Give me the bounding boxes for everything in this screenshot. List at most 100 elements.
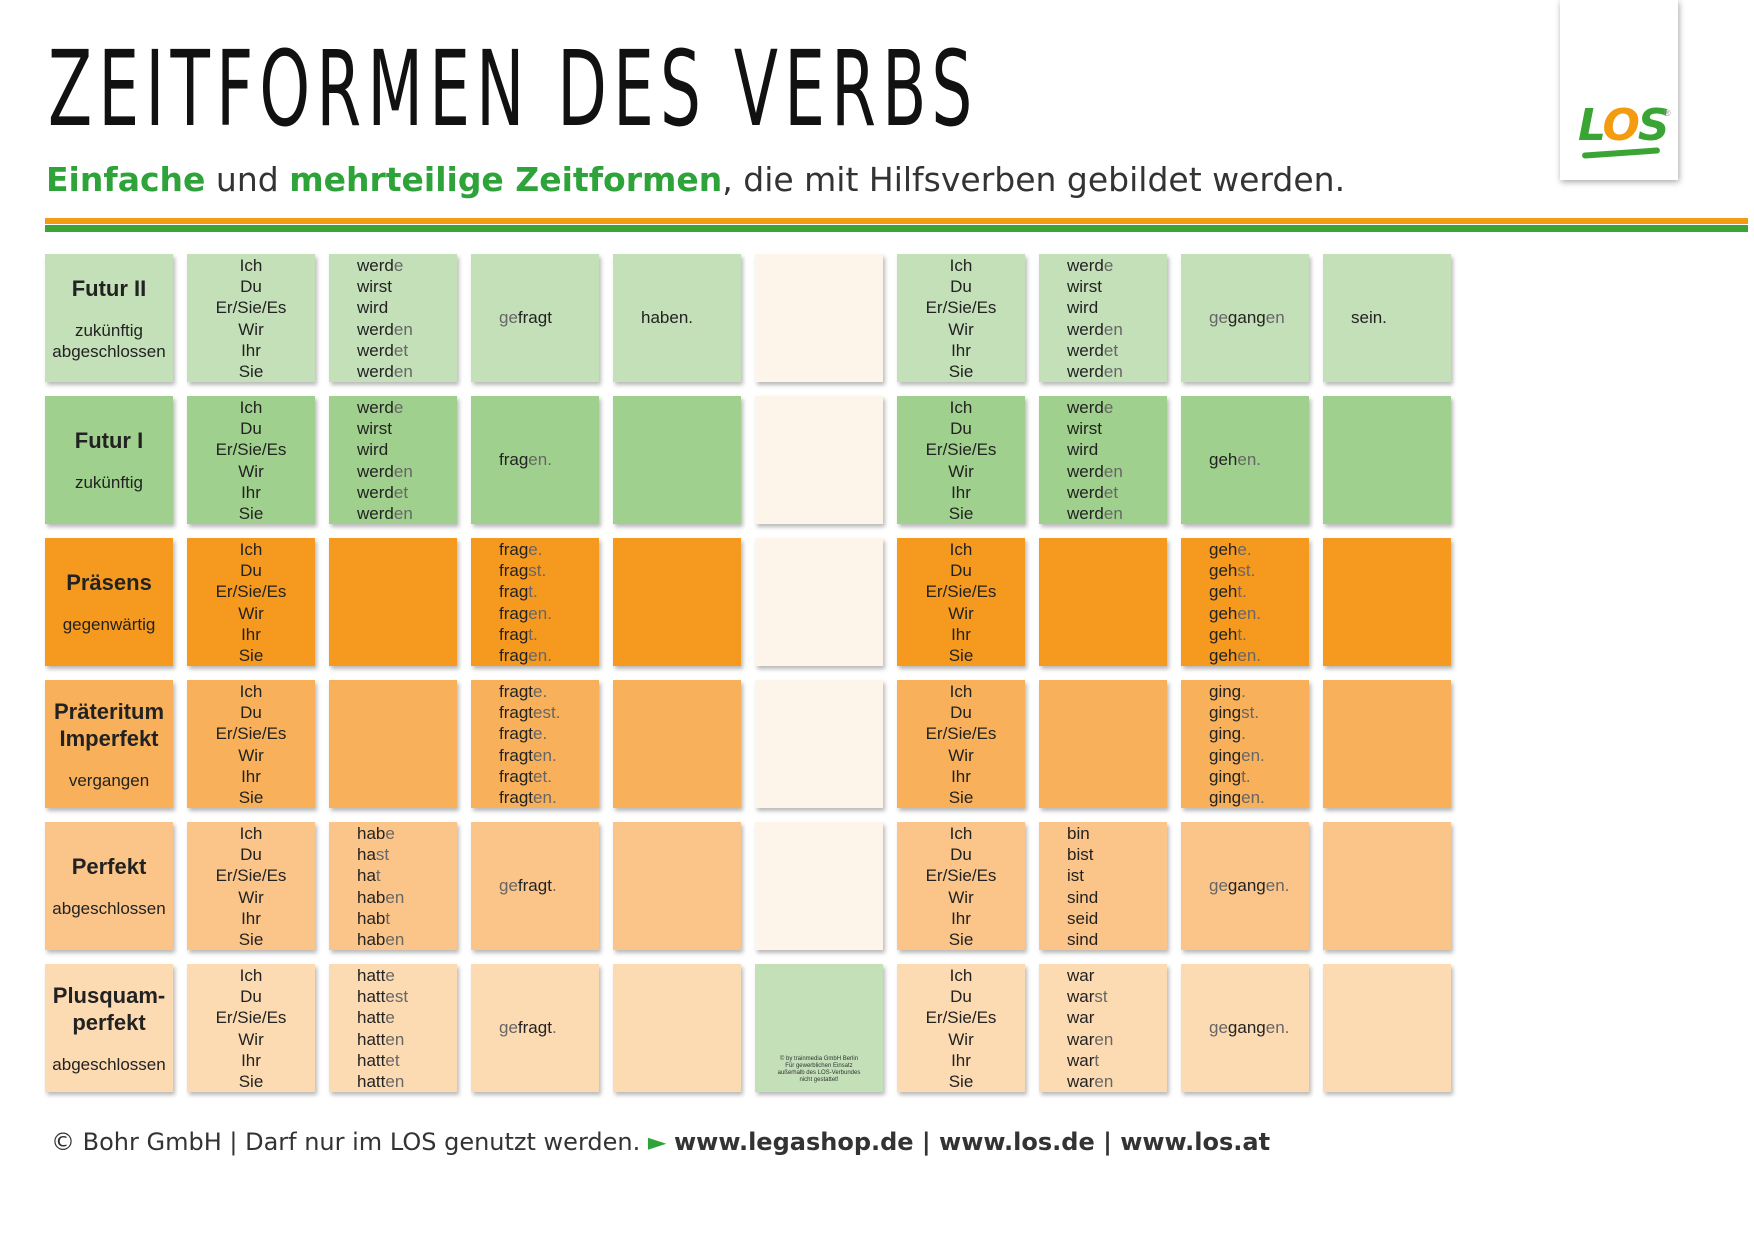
verb-stem: frag <box>499 624 529 644</box>
verb-form-line: hast <box>357 844 457 865</box>
pronoun: Wir <box>238 745 264 765</box>
verb-form-line: gehen. <box>1209 603 1309 624</box>
pronoun: Sie <box>948 788 974 808</box>
verb-ending: en <box>393 362 413 382</box>
verb-stem: werd <box>1067 340 1104 360</box>
pronoun: Sie <box>948 930 974 950</box>
tense-name: Plusquam- perfekt <box>52 982 166 1035</box>
verb-ending: en <box>393 504 413 524</box>
pronoun: Du <box>950 561 972 581</box>
tense-label-cell: Präteritum Imperfekt vergangen <box>45 680 173 808</box>
verb-ending: t. <box>528 624 538 644</box>
auxiliary-cell: hatte hattest hatte hatten hattet hatten <box>329 964 457 1092</box>
tense-label-cell: Perfekt abgeschlossen <box>45 822 173 950</box>
verb-form-line: fragtest. <box>499 702 599 723</box>
pronoun: Wir <box>238 319 264 339</box>
pronoun: Sie <box>238 646 264 666</box>
pronoun: Wir <box>948 603 974 623</box>
verb-ending: en <box>1265 308 1285 327</box>
verb-ending: t. <box>1237 624 1247 644</box>
verb-stem: hatt <box>357 1008 386 1028</box>
pronoun: Er/Sie/Es <box>925 582 997 602</box>
verb-stem: frag <box>499 603 529 623</box>
verb-stem: wird <box>357 298 389 318</box>
subtitle-and: und <box>205 160 290 199</box>
verb-stem: fragt <box>499 682 534 701</box>
verb-ending: et <box>393 340 409 360</box>
verb-form-line: werden <box>1067 319 1167 340</box>
footer-links[interactable]: www.legashop.de | www.los.de | www.los.a… <box>673 1128 1271 1156</box>
verb-ending: en <box>393 461 413 481</box>
verb-form-line: war <box>1067 1007 1167 1028</box>
verb-form-line: wirst <box>357 418 457 439</box>
verb-ending: e. <box>528 540 543 559</box>
verb-form-line: bin <box>1067 823 1167 844</box>
verb-form-line: geht. <box>1209 581 1309 602</box>
verb-form-cell: fragte. fragtest. fragte. fragten. fragtet. f… <box>471 680 599 808</box>
footer: © Bohr GmbH | Darf nur im LOS genutzt we… <box>51 1128 1270 1156</box>
verb-form-line: ist <box>1067 865 1167 886</box>
auxiliary-infinitive: sein. <box>1351 308 1387 327</box>
pronoun: Wir <box>948 1029 974 1049</box>
verb-ending: en <box>1103 504 1123 524</box>
pronoun: Du <box>950 987 972 1007</box>
tense-name: Perfekt <box>71 854 147 879</box>
pronoun: Ihr <box>951 766 971 786</box>
verb-ending: en. <box>528 450 552 469</box>
pronoun: Sie <box>948 504 974 524</box>
pronoun: Er/Sie/Es <box>215 866 287 886</box>
verb-form-line: gehe. <box>1209 539 1309 560</box>
verb-stem: frag <box>499 646 529 666</box>
pronoun-cell: Ich Du Er/Sie/Es Wir Ihr Sie <box>897 822 1025 950</box>
verb-ending: en <box>1094 1029 1114 1049</box>
verb-form-line: ging. <box>1209 723 1309 744</box>
verb-form-line: ging. <box>1209 681 1309 702</box>
verb-form-line: habe <box>357 823 457 844</box>
auxiliary-cell: war warst war waren wart waren <box>1039 964 1167 1092</box>
verb-form-line: werdet <box>357 482 457 503</box>
verb-stem: wird <box>1067 440 1099 460</box>
verb-stem: wird <box>357 440 389 460</box>
pronoun: Er/Sie/Es <box>925 724 997 744</box>
verb-stem: hatt <box>357 1050 386 1070</box>
verb-ending: et <box>385 1050 400 1070</box>
verb-ending: en. <box>528 603 552 623</box>
separator-cell <box>755 396 883 524</box>
separator-cell <box>755 538 883 666</box>
verb-form-line: werden <box>357 461 457 482</box>
pronoun: Ich <box>239 256 263 275</box>
verb-ending: st. <box>1241 703 1260 723</box>
verb-ending: et <box>393 482 409 502</box>
verb-stem: fragt <box>499 745 534 765</box>
auxiliary-infinitive-cell <box>613 964 741 1092</box>
verb-stem: werd <box>1067 398 1104 417</box>
pronoun: Du <box>950 845 972 865</box>
verb-stem: wirst <box>1067 277 1102 297</box>
verb-stem: war <box>1067 1029 1095 1049</box>
verb-ending: en. <box>1241 745 1265 765</box>
verb-stem: geh <box>1209 540 1238 559</box>
participle: gegangen <box>1209 308 1285 328</box>
participle: gehen. <box>1209 450 1261 470</box>
auxiliary-infinitive-cell <box>1323 680 1451 808</box>
verb-form-line: hatten <box>357 1071 457 1092</box>
verb-stem: werd <box>1067 504 1104 524</box>
tense-description: zukünftig <box>74 473 144 492</box>
verb-stem: ist <box>1067 866 1084 886</box>
verb-stem: wirst <box>357 419 392 439</box>
verb-stem: wird <box>1067 298 1099 318</box>
verb-form-line: gingt. <box>1209 766 1309 787</box>
verb-form-line: fragten. <box>499 745 599 766</box>
verb-stem: frag <box>499 450 529 469</box>
verb-form-line: war <box>1067 965 1167 986</box>
pronoun: Sie <box>238 362 264 382</box>
verb-ending: en. <box>1237 450 1262 469</box>
pronoun-cell: Ich Du Er/Sie/Es Wir Ihr Sie <box>897 396 1025 524</box>
verb-form-line: hatte <box>357 1007 457 1028</box>
tense-description: gegenwärtig <box>62 615 156 634</box>
verb-ending: en. <box>533 788 557 808</box>
pronoun-cell: Ich Du Er/Sie/Es Wir Ihr Sie <box>187 538 315 666</box>
verb-stem: hatt <box>357 1029 386 1049</box>
verb-ending: est <box>385 987 409 1007</box>
verb-stem: werd <box>357 340 394 360</box>
